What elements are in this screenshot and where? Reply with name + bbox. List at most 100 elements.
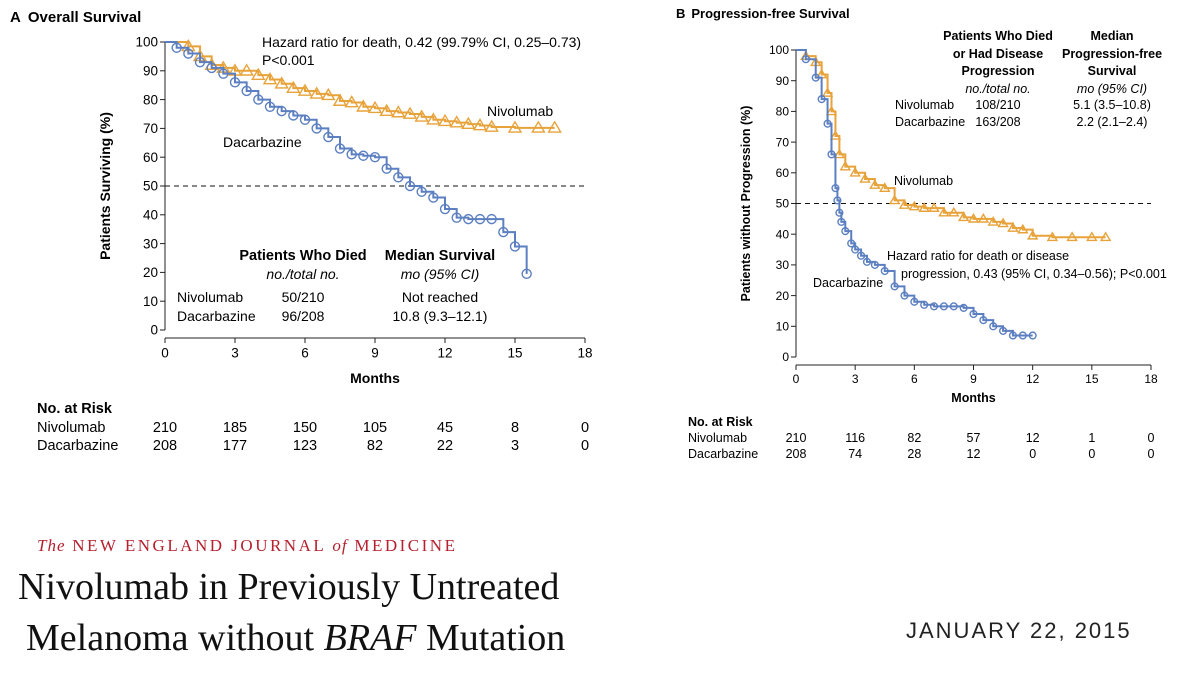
title-line-1: Nivolumab in Previously Untreated	[18, 566, 560, 608]
censor-mark-circle	[299, 114, 311, 125]
censor-mark-triangle	[472, 118, 488, 131]
censor-mark-triangle	[977, 212, 990, 223]
km-curve-nivolumab	[165, 41, 555, 129]
censor-mark-circle	[827, 150, 836, 159]
censor-mark-circle	[311, 123, 322, 134]
panel-title-text: Overall Survival	[28, 9, 141, 26]
publication-date: JANUARY 22, 2015	[906, 618, 1132, 643]
risk-row-name: Dacarbazine	[688, 447, 758, 461]
risk-value: 12	[967, 447, 981, 461]
risk-value: 210	[153, 420, 177, 436]
censor-mark-circle	[949, 302, 958, 311]
summary-col2-header: Progression-free	[1062, 47, 1162, 61]
km-curve-nivolumab	[796, 49, 1106, 239]
censor-mark-triangle	[1066, 231, 1078, 242]
summary-col2-header: Median Survival	[385, 248, 495, 264]
censor-mark-triangle	[829, 130, 842, 140]
censor-mark-circle	[929, 302, 939, 311]
x-tick-label: 0	[793, 372, 800, 386]
y-tick-label: 60	[143, 150, 158, 165]
summary-row-name: Nivolumab	[895, 98, 954, 112]
y-tick-label: 80	[776, 105, 790, 119]
censor-mark-circle	[381, 163, 392, 174]
x-tick-label: 15	[1085, 372, 1099, 386]
censor-mark-triangle	[356, 99, 371, 112]
summary-table: Patients Who Died or Had Disease Progressi…	[895, 29, 1162, 129]
risk-value: 82	[907, 431, 921, 445]
censor-mark-triangle	[869, 179, 881, 189]
censor-mark-triangle	[414, 109, 429, 122]
summary-row-died: 108/210	[975, 98, 1020, 112]
summary-row-died: 163/208	[975, 115, 1020, 129]
censor-mark-circle	[835, 208, 844, 217]
series-nivolumab: Nivolumab	[165, 38, 562, 133]
y-tick-label: 40	[143, 208, 158, 223]
x-tick-label: 9	[970, 372, 977, 386]
censor-mark-circle	[194, 56, 206, 68]
censor-mark-triangle	[859, 173, 871, 183]
journal-name: The NEW ENGLAND JOURNAL of MEDICINE	[37, 536, 457, 556]
censor-mark-circle	[969, 309, 978, 319]
series-nivolumab: Nivolumab	[796, 49, 1112, 242]
censor-mark-circle	[323, 131, 334, 143]
risk-value: 74	[848, 447, 862, 461]
summary-row-name: Nivolumab	[177, 289, 243, 305]
summary-row-median: 10.8 (9.3–12.1)	[393, 308, 488, 324]
y-tick-label: 90	[776, 74, 790, 88]
risk-value: 150	[293, 420, 317, 436]
censor-mark-circle	[831, 184, 840, 193]
censor-mark-circle	[264, 101, 276, 113]
censor-mark-triangle	[1046, 231, 1059, 242]
journal-end: MEDICINE	[354, 536, 458, 555]
summary-row-median: 5.1 (3.5–10.8)	[1073, 98, 1151, 112]
summary-row-died: 50/210	[282, 289, 325, 305]
censor-mark-triangle	[461, 116, 476, 129]
journal-the: The	[37, 536, 66, 555]
censor-mark-triangle	[987, 216, 999, 226]
censor-mark-triangle	[274, 76, 289, 89]
risk-table-title: No. at Risk	[37, 401, 113, 417]
risk-value: 0	[581, 438, 589, 454]
x-tick-label: 0	[161, 346, 169, 361]
journal-of: of	[332, 536, 348, 555]
censor-mark-circle	[979, 316, 988, 325]
censor-mark-circle	[276, 105, 287, 117]
y-tick-label: 10	[143, 294, 158, 309]
y-tick-label: 80	[143, 92, 158, 107]
censor-mark-triangle	[957, 211, 970, 222]
y-axis-label: Patients without Progression (%)	[739, 106, 753, 302]
censor-mark-circle	[851, 245, 860, 254]
censor-mark-circle	[346, 149, 357, 160]
censor-mark-triangle	[821, 87, 834, 97]
risk-value: 105	[363, 420, 387, 436]
km-curve-dacarbazine	[165, 41, 528, 274]
journal-mid: NEW ENGLAND JOURNAL	[72, 536, 326, 555]
censor-mark-circle	[451, 212, 462, 223]
censor-mark-circle	[910, 297, 919, 306]
x-tick-label: 18	[577, 346, 592, 361]
x-tick-label: 6	[301, 346, 309, 361]
censor-mark-circle	[823, 119, 832, 128]
censor-mark-circle	[939, 302, 948, 311]
censor-mark-triangle	[239, 63, 254, 76]
summary-row-name: Dacarbazine	[895, 115, 965, 129]
figure-canvas: A Overall Survival01020304050607080901000…	[10, 6, 1167, 461]
censor-mark-circle	[1028, 331, 1037, 340]
censor-mark-triangle	[825, 105, 838, 116]
y-tick-label: 70	[776, 135, 790, 149]
risk-value: 208	[153, 438, 177, 454]
censor-mark-triangle	[898, 199, 911, 209]
summary-col2-subheader: mo (95% CI)	[1077, 82, 1147, 96]
summary-col2-subheader: mo (95% CI)	[401, 266, 480, 282]
y-tick-label: 50	[143, 179, 158, 194]
y-tick-label: 50	[776, 197, 790, 211]
censor-mark-circle	[171, 42, 182, 53]
censor-mark-triangle	[997, 217, 1009, 228]
censor-mark-circle	[474, 213, 486, 225]
risk-value: 0	[581, 420, 589, 436]
summary-col1-subheader: no./total no.	[965, 82, 1030, 96]
panel-title: B Progression-free Survival	[676, 6, 850, 21]
article-title: Nivolumab in Previously Untreated Melano…	[18, 562, 738, 664]
censor-mark-circle	[498, 226, 509, 238]
censor-mark-triangle	[402, 106, 418, 119]
